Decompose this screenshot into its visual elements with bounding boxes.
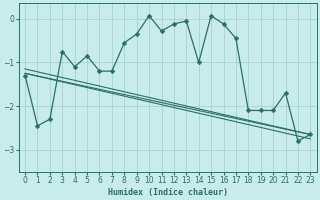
X-axis label: Humidex (Indice chaleur): Humidex (Indice chaleur) [108, 188, 228, 197]
